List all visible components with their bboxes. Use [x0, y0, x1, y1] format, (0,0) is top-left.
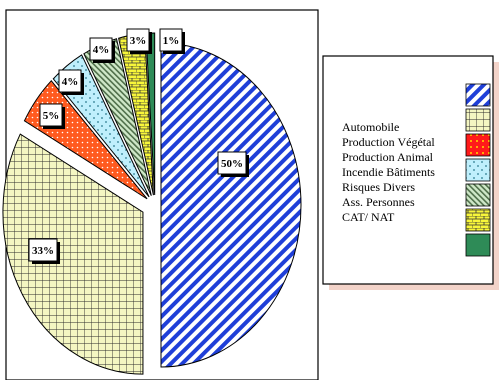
- data-label: 33%: [32, 245, 54, 257]
- legend-box: [322, 55, 494, 285]
- data-label-box: [28, 238, 58, 262]
- data-label-box: [217, 151, 247, 175]
- legend-swatch: [465, 233, 491, 257]
- data-label-box: [39, 103, 63, 127]
- data-labels: 50% 33% 5% 4% 4% 3% 1%: [28, 28, 249, 264]
- legend-label: Automobile: [342, 120, 399, 134]
- legend-label: Incendie Bâtiments: [342, 165, 435, 179]
- legend-swatch: [465, 208, 491, 232]
- slice-automobile: [160, 42, 302, 368]
- legend-swatch: [465, 133, 491, 157]
- legend-swatch: [465, 108, 491, 132]
- data-label: 4%: [93, 44, 110, 56]
- slice-production-v-g-tale: [2, 133, 144, 375]
- data-label-box: [89, 37, 113, 61]
- data-label: 1%: [163, 35, 180, 47]
- data-label: 5%: [43, 110, 60, 122]
- data-label-box: [126, 28, 150, 52]
- data-label-box: [58, 69, 82, 93]
- legend-label: Production Végétal: [342, 135, 435, 149]
- data-label: 3%: [130, 35, 147, 47]
- legend-swatch: [465, 158, 491, 182]
- data-label: 4%: [62, 76, 79, 88]
- legend-label: Risques Divers: [342, 180, 415, 194]
- data-label-box: [159, 28, 183, 52]
- legend-label: CAT/ NAT: [342, 210, 395, 224]
- legend-swatch: [465, 83, 491, 107]
- legend-label: Production Animal: [342, 150, 434, 164]
- legend-label: Ass. Personnes: [342, 195, 415, 209]
- legend-swatch: [465, 183, 491, 207]
- data-label: 50%: [221, 158, 243, 170]
